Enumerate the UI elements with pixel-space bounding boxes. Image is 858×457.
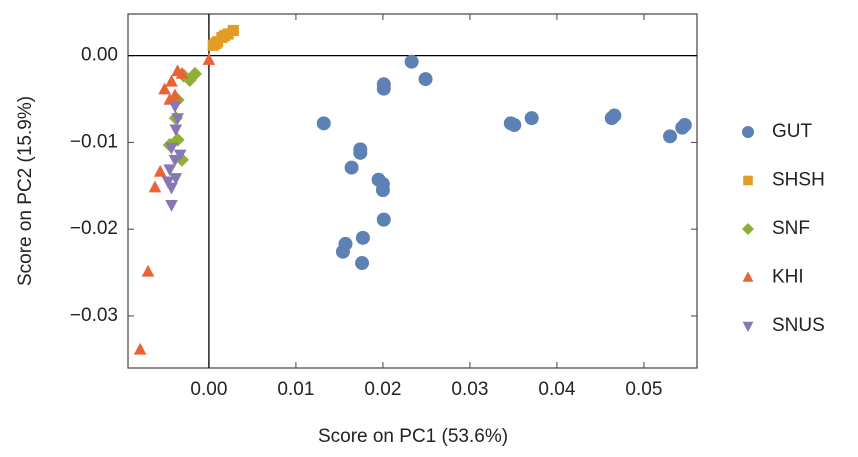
legend-label: KHI — [772, 267, 804, 288]
point — [376, 212, 391, 227]
point — [169, 124, 183, 137]
point — [227, 24, 239, 37]
point — [171, 113, 184, 126]
legend-marker — [742, 321, 754, 332]
point — [355, 230, 370, 245]
legend-label: SHSH — [772, 170, 825, 191]
point — [148, 180, 162, 193]
point — [404, 54, 419, 69]
point — [161, 176, 175, 189]
point — [418, 72, 433, 87]
legend-marker — [742, 126, 754, 138]
point — [375, 183, 390, 198]
legend-marker — [743, 175, 753, 186]
y-axis-label: Score on PC2 (15.9%) — [15, 96, 36, 286]
point — [335, 244, 350, 259]
x-tick-label: 0.05 — [625, 379, 662, 400]
y-tick-label: −0.03 — [70, 305, 118, 326]
point — [165, 74, 178, 87]
point — [607, 108, 622, 123]
legend-label: SNF — [772, 218, 810, 239]
point — [169, 173, 183, 185]
point — [677, 118, 692, 133]
point — [316, 116, 331, 131]
x-tick-label: 0.04 — [538, 379, 575, 400]
point — [376, 81, 391, 96]
point — [507, 118, 522, 133]
x-axis-label: Score on PC1 (53.6%) — [318, 426, 508, 447]
point — [218, 30, 231, 42]
x-tick-label: 0.01 — [277, 379, 314, 400]
point — [210, 37, 222, 50]
point — [202, 52, 216, 65]
point — [355, 256, 370, 271]
point — [168, 101, 182, 113]
legend-marker — [742, 271, 754, 282]
point — [168, 154, 182, 167]
point — [524, 111, 539, 126]
legend-label: SNUS — [772, 315, 825, 336]
point — [165, 142, 178, 155]
x-tick-label: 0.02 — [364, 379, 401, 400]
legend-marker — [742, 223, 754, 235]
legend-label: GUT — [772, 121, 813, 142]
y-tick-label: 0.00 — [81, 45, 118, 66]
point — [187, 66, 202, 81]
y-tick-label: −0.01 — [70, 131, 118, 152]
y-tick-label: −0.02 — [70, 218, 118, 239]
plot-frame — [127, 13, 698, 369]
point — [133, 342, 147, 355]
point — [663, 129, 678, 144]
point — [158, 82, 171, 95]
point — [353, 145, 368, 160]
point — [163, 164, 177, 177]
x-tick-label: 0.00 — [190, 379, 227, 400]
x-tick-label: 0.03 — [451, 379, 488, 400]
point — [175, 66, 189, 79]
point — [165, 199, 178, 212]
point — [153, 164, 167, 177]
point — [141, 264, 155, 277]
point — [344, 160, 359, 175]
